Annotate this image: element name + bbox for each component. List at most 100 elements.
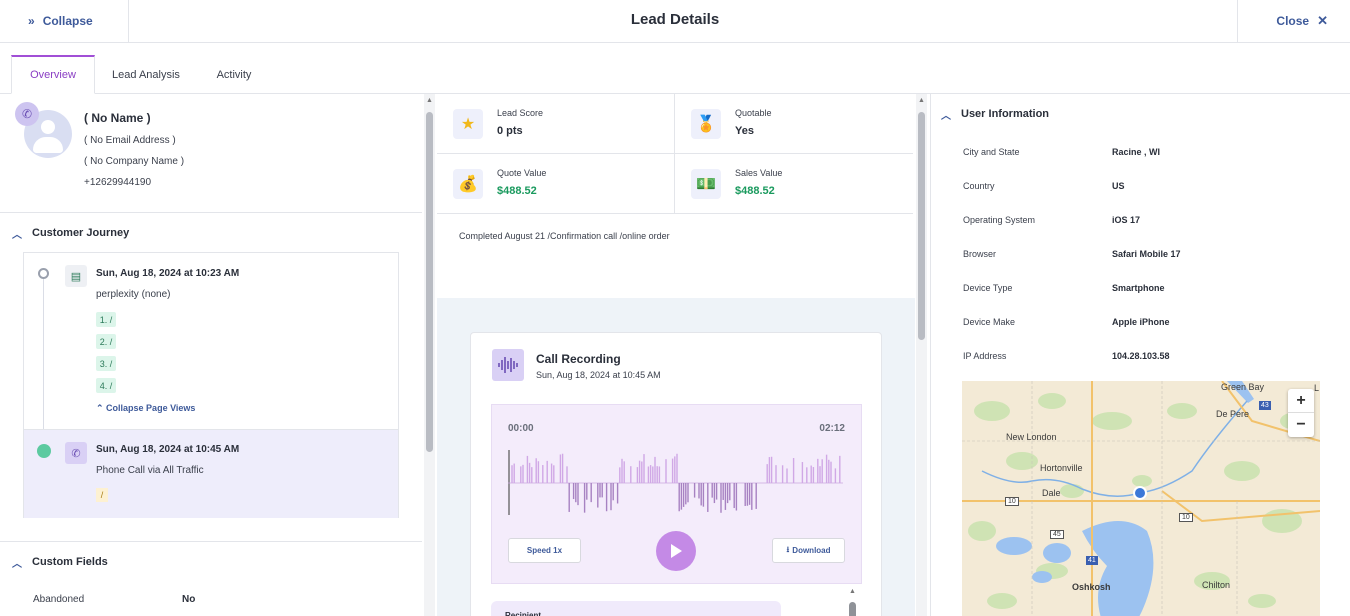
- info-label: Device Make: [963, 317, 1016, 327]
- timeline-line: [43, 278, 44, 518]
- divider: [0, 541, 422, 542]
- stat-value: $488.52: [497, 185, 537, 197]
- custom-field-value: No: [182, 594, 196, 605]
- transcript-scrollbar[interactable]: ▲: [847, 588, 858, 616]
- collapse-page-views-link[interactable]: ⌃ Collapse Page Views: [96, 403, 195, 414]
- left-scrollbar[interactable]: ▲: [424, 94, 435, 616]
- quote-value-stat: 💰 Quote Value $488.52: [437, 154, 675, 214]
- contact-name: ( No Name ): [84, 111, 151, 125]
- map-label: New London: [1006, 432, 1057, 442]
- map-label: Hortonville: [1040, 463, 1083, 473]
- close-icon: ✕: [1317, 13, 1328, 28]
- recording-date: Sun, Aug 18, 2024 at 10:45 AM: [536, 370, 661, 380]
- stat-label: Sales Value: [735, 168, 783, 178]
- page-title: Lead Details: [630, 11, 720, 28]
- scroll-thumb[interactable]: [849, 602, 856, 616]
- double-chevron-right-icon: »: [28, 14, 35, 28]
- scroll-up-icon[interactable]: ▲: [849, 588, 856, 595]
- close-button[interactable]: Close ✕: [1237, 0, 1350, 42]
- section-title: Custom Fields: [32, 556, 108, 568]
- collapse-button[interactable]: » Collapse: [0, 0, 129, 42]
- middle-scrollbar[interactable]: ▲: [916, 94, 927, 616]
- map-zoom-control: + −: [1288, 389, 1314, 437]
- stat-value: Yes: [735, 125, 754, 137]
- recipient-label: Recipient: [491, 601, 781, 616]
- lead-note: Completed August 21 /Confirmation call /…: [459, 231, 670, 241]
- money-bag-icon: 💰: [453, 169, 483, 199]
- info-label: IP Address: [963, 351, 1007, 361]
- info-value: Safari Mobile 17: [1112, 249, 1181, 259]
- play-icon: [671, 544, 682, 558]
- zoom-in-button[interactable]: +: [1288, 389, 1314, 413]
- page-view-tag[interactable]: 2. /: [96, 334, 116, 349]
- waveform[interactable]: [508, 445, 843, 515]
- close-label: Close: [1276, 14, 1310, 28]
- tab-overview[interactable]: Overview: [11, 55, 95, 94]
- time-end: 02:12: [819, 423, 845, 434]
- page-view-tag[interactable]: 4. /: [96, 378, 116, 393]
- journey-event-selected[interactable]: ✆ Sun, Aug 18, 2024 at 10:45 AM Phone Ca…: [24, 429, 398, 518]
- info-value: Racine , WI: [1112, 147, 1161, 157]
- event-source: Phone Call via All Traffic: [96, 465, 204, 476]
- play-button[interactable]: [656, 531, 696, 571]
- chevron-up-icon: ︿: [941, 110, 951, 122]
- stat-label: Quote Value: [497, 168, 547, 178]
- tab-lead-analysis[interactable]: Lead Analysis: [112, 68, 180, 81]
- timeline-dot-active: [37, 444, 51, 458]
- contact-phone: +12629944190: [84, 177, 152, 188]
- highway-shield: 10: [1005, 497, 1019, 506]
- info-label: City and State: [963, 147, 1020, 157]
- info-value: 104.28.103.58: [1112, 351, 1170, 361]
- map-label: L: [1314, 383, 1320, 393]
- info-value: US: [1112, 181, 1125, 191]
- location-map[interactable]: Green Bay De Pere New London Hortonville…: [962, 381, 1320, 616]
- phone-icon: ✆: [15, 102, 39, 126]
- timeline-dot: [38, 268, 49, 279]
- audio-wave-icon: [492, 349, 524, 381]
- download-button[interactable]: ⭳ Download: [772, 538, 845, 563]
- quotable-stat: 🏅 Quotable Yes: [675, 94, 913, 154]
- middle-panel: ★ Lead Score 0 pts 🏅 Quotable Yes 💰 Quot…: [437, 94, 915, 616]
- scroll-thumb[interactable]: [918, 112, 925, 340]
- section-title: User Information: [961, 108, 1050, 120]
- map-label: Dale: [1042, 488, 1061, 498]
- scroll-up-icon[interactable]: ▲: [918, 97, 925, 104]
- avatar: [24, 110, 72, 158]
- scroll-up-icon[interactable]: ▲: [426, 97, 433, 104]
- scroll-thumb[interactable]: [426, 112, 433, 452]
- collapse-label: Collapse: [42, 14, 93, 28]
- info-label: Operating System: [963, 215, 1036, 225]
- map-label: De Pere: [1216, 409, 1250, 419]
- event-tag: /: [96, 488, 108, 502]
- info-label: Country: [963, 181, 995, 191]
- highway-shield: 45: [1050, 530, 1064, 539]
- custom-field-label: Abandoned: [33, 594, 85, 605]
- customer-journey-header[interactable]: ︿ Customer Journey: [0, 214, 422, 252]
- page-view-tag[interactable]: 3. /: [96, 356, 116, 371]
- custom-fields-header[interactable]: ︿ Custom Fields: [0, 543, 422, 581]
- map-label: Chilton: [1202, 580, 1231, 590]
- page-view-tag[interactable]: 1. /: [96, 312, 116, 327]
- tab-activity[interactable]: Activity: [216, 68, 252, 81]
- user-information-header[interactable]: ︿ User Information: [931, 95, 1350, 133]
- highway-shield: 41: [1086, 556, 1098, 565]
- info-label: Browser: [963, 249, 997, 259]
- zoom-out-button[interactable]: −: [1296, 416, 1306, 433]
- download-label: Download: [792, 546, 831, 555]
- contact-card: ✆ ( No Name ) ( No Email Address ) ( No …: [0, 94, 422, 213]
- info-value: iOS 17: [1112, 215, 1141, 225]
- map-canvas: [962, 381, 1320, 616]
- award-icon: 🏅: [691, 109, 721, 139]
- call-recording-card: Call Recording Sun, Aug 18, 2024 at 10:4…: [470, 332, 882, 616]
- speed-button[interactable]: Speed 1x: [508, 538, 581, 563]
- highway-shield: 43: [1259, 401, 1271, 410]
- tab-bar: Overview Lead Analysis Activity: [0, 55, 1350, 94]
- collapse-page-views-label: Collapse Page Views: [106, 403, 196, 413]
- stat-label: Quotable: [735, 108, 772, 118]
- highway-shield: 10: [1179, 513, 1193, 522]
- time-start: 00:00: [508, 423, 534, 434]
- contact-email: ( No Email Address ): [84, 135, 176, 146]
- recording-title: Call Recording: [536, 352, 621, 366]
- event-time: Sun, Aug 18, 2024 at 10:23 AM: [96, 268, 240, 279]
- contact-company: ( No Company Name ): [84, 156, 185, 167]
